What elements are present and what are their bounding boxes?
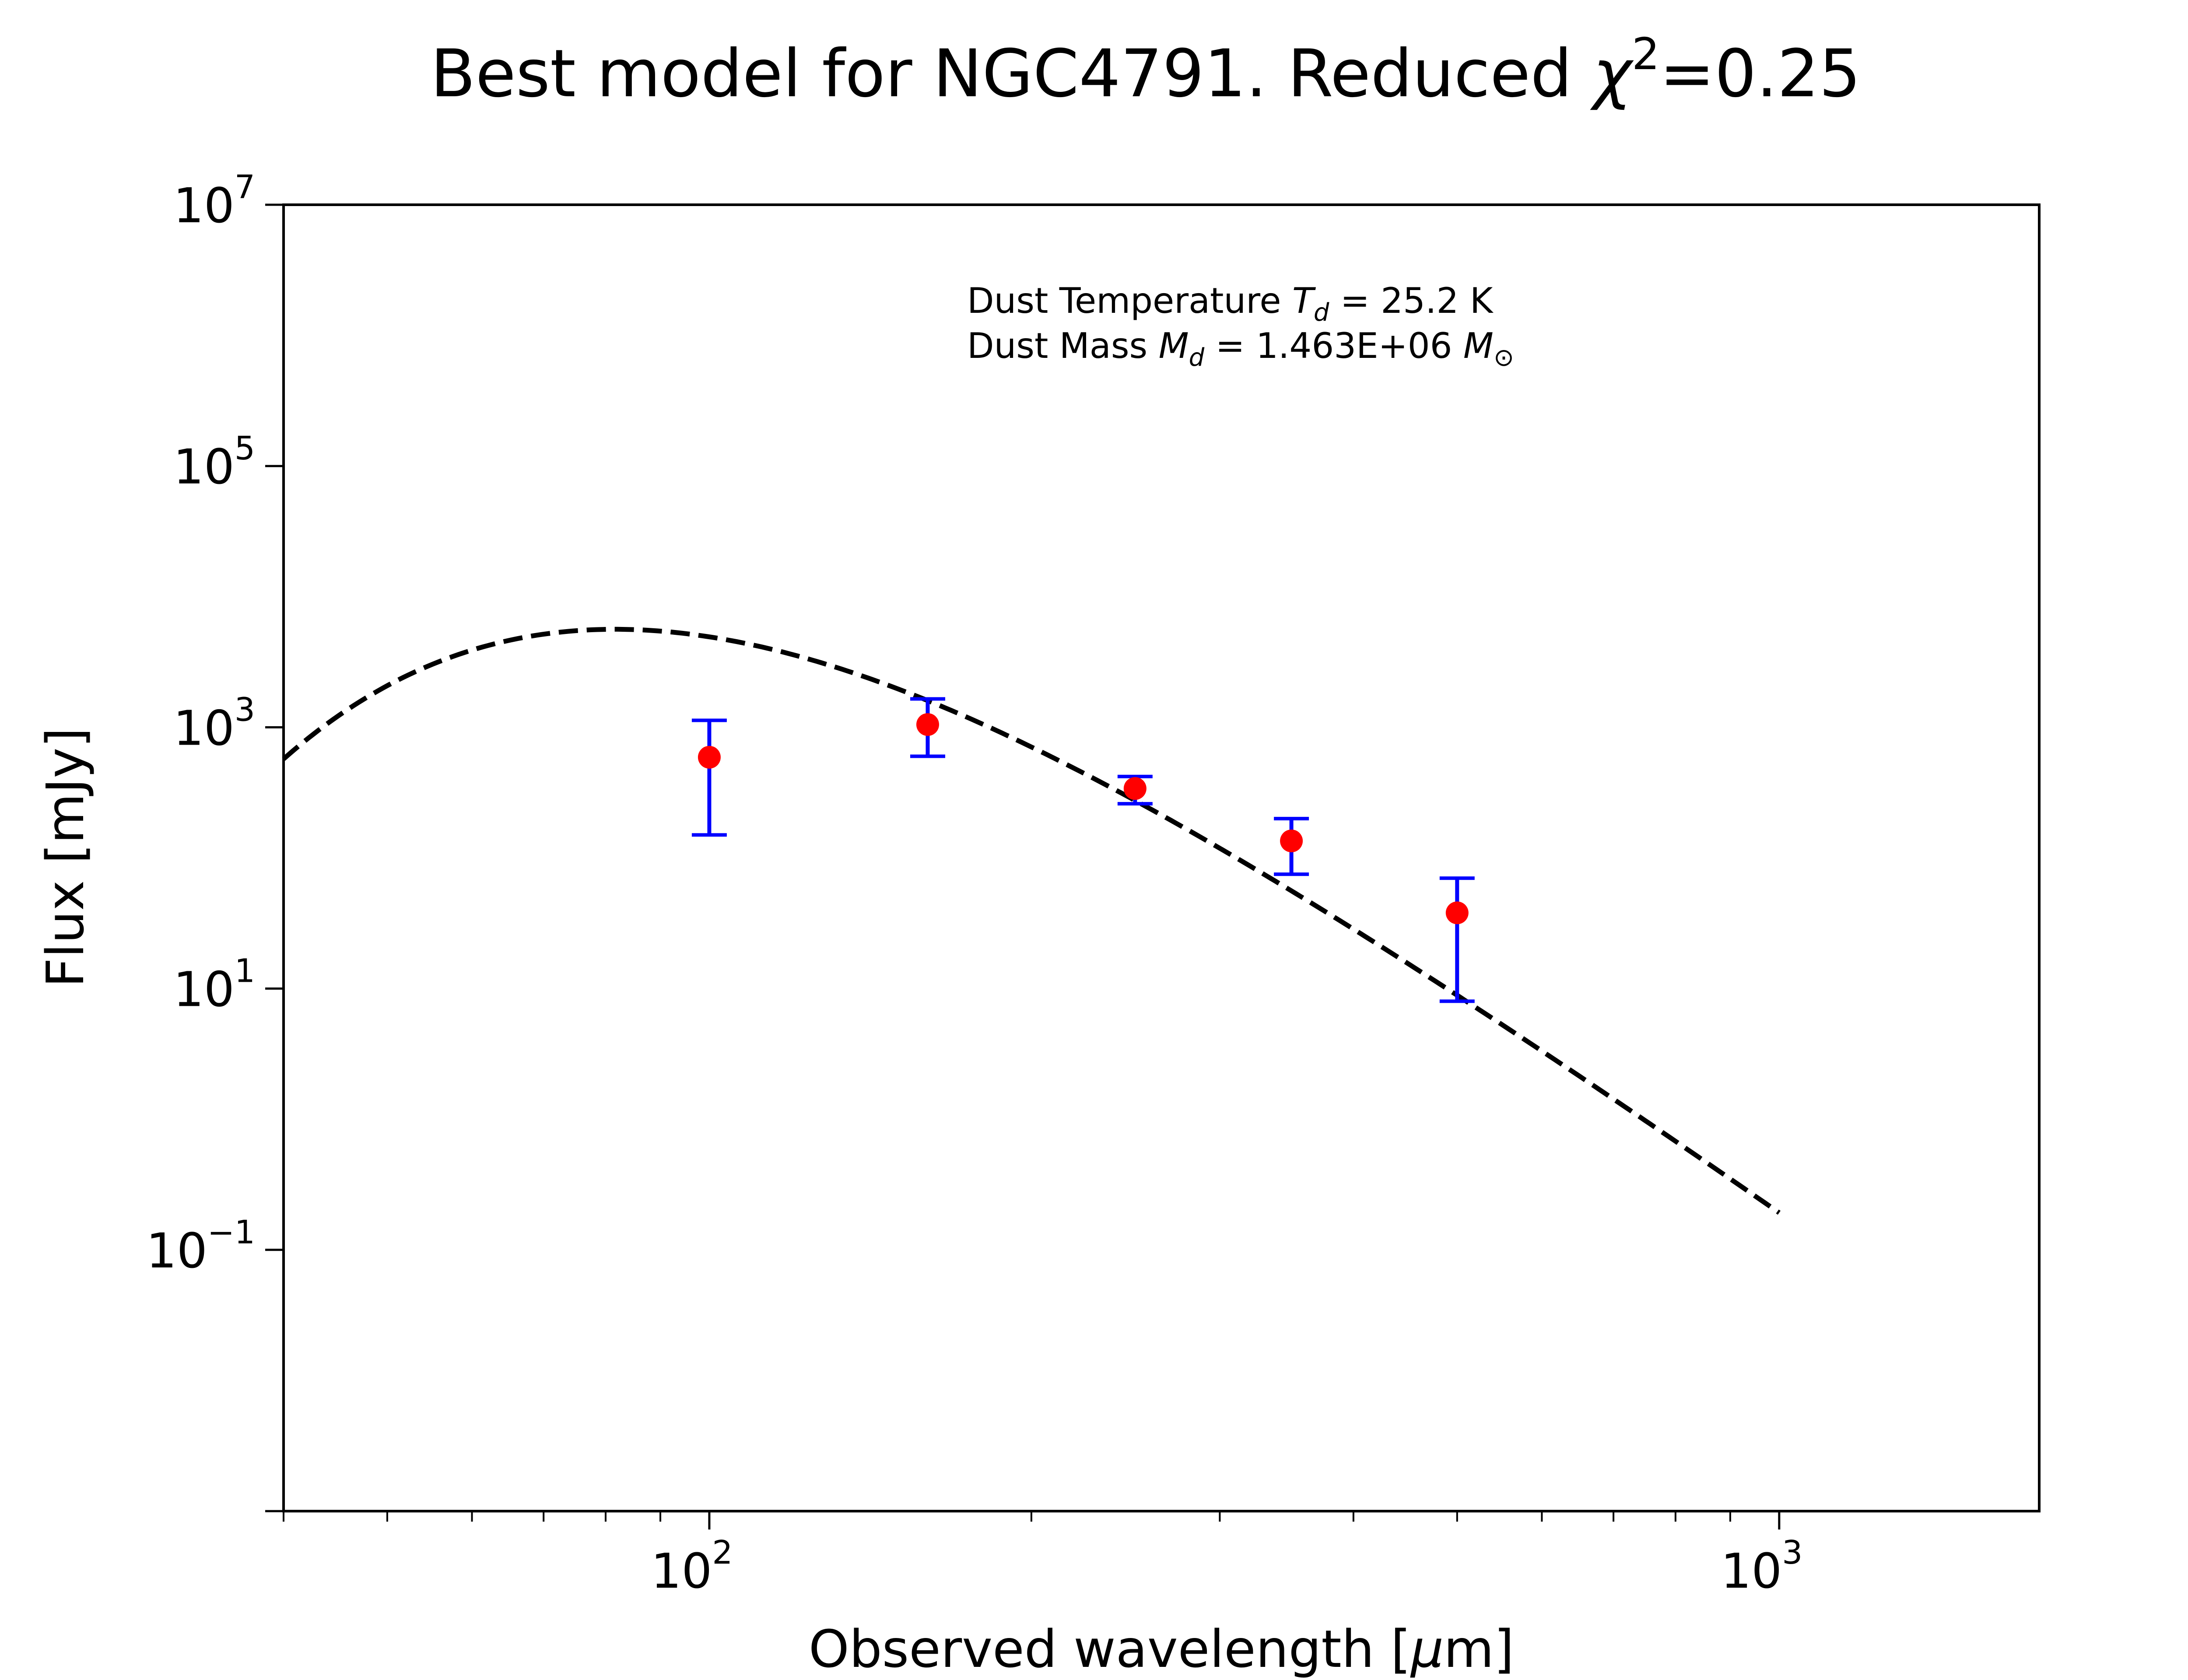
y-tick-label: 107 xyxy=(173,168,255,234)
y-tick-label: 103 xyxy=(173,691,255,756)
plot-area xyxy=(282,203,2041,1512)
y-tick-label: 101 xyxy=(173,952,255,1018)
data-point xyxy=(1445,901,1469,924)
dust-temperature-label: Dust Temperature Td = 25.2 K xyxy=(967,280,1494,327)
model-curve xyxy=(282,626,1781,1215)
y-tick-label: 105 xyxy=(173,430,255,495)
x-tick-label: 103 xyxy=(1721,1534,1802,1599)
data-point xyxy=(1123,777,1147,800)
y-tick-label: 10−1 xyxy=(146,1214,255,1279)
x-tick-label: 102 xyxy=(651,1534,733,1599)
data-point xyxy=(916,713,939,736)
chart-title: Best model for NGC4791. Reduced χ2=0.25 xyxy=(431,28,1861,112)
x-axis-label: Observed wavelength [μm] xyxy=(809,1619,1514,1679)
dust-mass-label: Dust Mass Md = 1.463E+06 M⊙ xyxy=(967,326,1514,372)
data-point xyxy=(1280,830,1303,853)
axis-ticks: 102 103 10−1 101 103 105 107 xyxy=(146,168,1802,1599)
model-line xyxy=(282,626,1781,1215)
data-point xyxy=(698,746,721,769)
y-axis-label: Flux [mJy] xyxy=(35,728,95,987)
observed-points xyxy=(691,697,1475,1003)
